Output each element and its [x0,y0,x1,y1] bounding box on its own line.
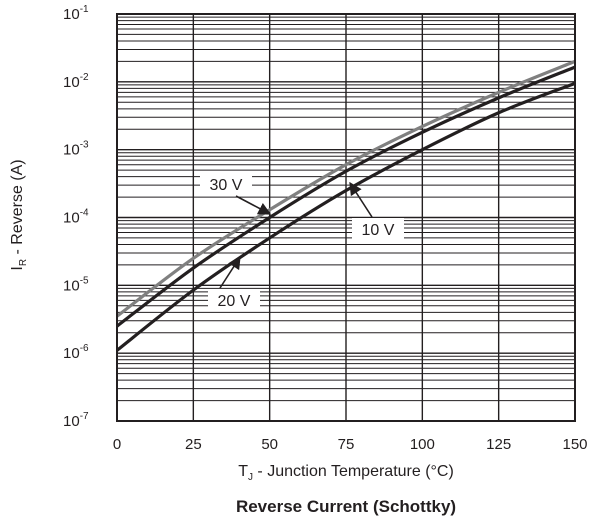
callout-arrow [219,255,241,289]
series-lines [116,59,576,352]
plot-frame [116,13,576,422]
callout-30-v: 30 V [200,173,272,215]
x-tick-label: 25 [185,436,202,453]
plot-border [116,13,576,422]
y-tick-label: 10-7 [63,411,89,430]
callout-box [208,289,260,311]
y-tick-label: 10-6 [63,343,89,362]
callout-label: 30 V [210,177,243,194]
x-tick-label: 125 [486,436,511,453]
callout-10-v: 10 V [349,181,404,240]
callout-20-v: 20 V [208,255,260,311]
x-tick-label: 100 [410,436,435,453]
callout-label: 10 V [362,222,395,239]
x-axis-title: TJ - Junction Temperature (°C) [238,463,454,483]
y-tick-label: 10-3 [63,140,89,159]
tick-labels: 0 25 50 75 100 125 150 10-1 10-2 10-3 10-4 10-5 10-6… [63,4,588,453]
x-tick-label: 75 [338,436,355,453]
series-callouts: 30 V 20 V 10 V [200,173,404,311]
y-axis-title: IR - Reverse (A) [9,159,29,270]
y-tick-label: 10-5 [63,275,89,294]
callout-arrow [349,181,373,218]
callout-label: 20 V [218,293,251,310]
callout-arrow [235,195,272,215]
chart-caption: Reverse Current (Schottky) [236,497,456,516]
x-tick-label: 150 [562,436,587,453]
grid [116,14,576,422]
x-tick-label: 0 [113,436,121,453]
x-tick-label: 50 [261,436,278,453]
series-line-30-v [116,59,576,318]
y-tick-label: 10-1 [63,4,89,23]
callout-box [352,218,404,240]
callout-box [200,173,252,195]
y-tick-label: 10-4 [63,208,89,227]
series-line-20-v [116,65,576,328]
y-tick-label: 10-2 [63,72,89,91]
series-line-10-v [116,81,576,352]
